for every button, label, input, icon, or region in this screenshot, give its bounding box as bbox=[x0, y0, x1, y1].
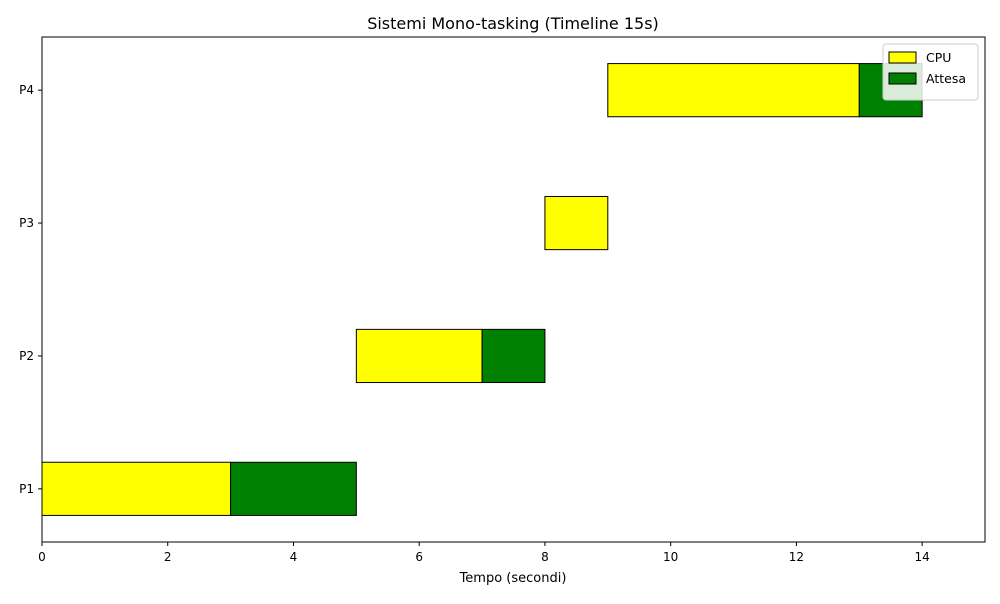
legend-swatch-attesa bbox=[888, 72, 917, 85]
legend: CPU Attesa bbox=[882, 43, 979, 101]
bar-cpu-p2 bbox=[355, 328, 483, 384]
x-tick-label: 8 bbox=[541, 550, 549, 564]
bar-attesa-p2 bbox=[481, 328, 546, 384]
x-tick-label: 12 bbox=[789, 550, 804, 564]
x-tick-label: 2 bbox=[164, 550, 172, 564]
bar-cpu-p3 bbox=[544, 195, 609, 251]
x-axis-label: Tempo (secondi) bbox=[459, 571, 567, 586]
bar-cpu-p1 bbox=[41, 461, 232, 516]
x-tick-label: 0 bbox=[38, 550, 46, 564]
y-tick-label: P3 bbox=[19, 216, 34, 230]
ticks-layer: 0 2 4 6 8 10 12 14 P1 P2 P3 P4 bbox=[19, 83, 930, 564]
chart-title: Sistemi Mono-tasking (Timeline 15s) bbox=[367, 14, 659, 33]
y-tick-label: P4 bbox=[19, 83, 34, 97]
bars-layer bbox=[41, 63, 923, 516]
legend-swatch-cpu bbox=[888, 51, 917, 64]
x-tick-label: 14 bbox=[914, 550, 929, 564]
y-tick-label: P1 bbox=[19, 482, 34, 496]
x-tick-label: 6 bbox=[415, 550, 423, 564]
x-tick-label: 10 bbox=[663, 550, 678, 564]
legend-label-attesa: Attesa bbox=[926, 71, 966, 86]
plot-area-frame bbox=[41, 36, 986, 543]
y-tick-label: P2 bbox=[19, 349, 34, 363]
bar-cpu-p4 bbox=[607, 63, 860, 118]
legend-label-cpu: CPU bbox=[926, 50, 951, 65]
bar-attesa-p1 bbox=[230, 461, 357, 516]
x-tick-label: 4 bbox=[290, 550, 298, 564]
